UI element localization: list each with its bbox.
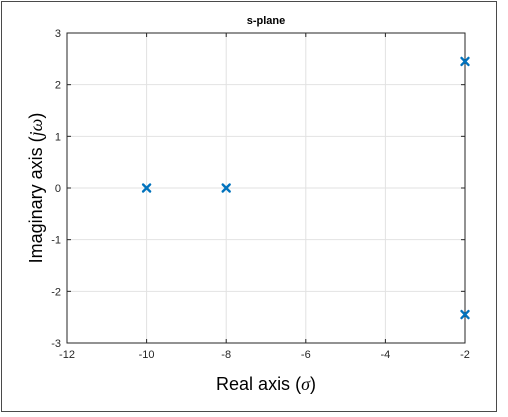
y-axis-label-suffix: ) xyxy=(26,113,46,119)
y-tick-label: 0 xyxy=(55,183,61,195)
pole-marker xyxy=(460,309,470,320)
y-tick-label: 2 xyxy=(55,80,61,92)
y-axis-label-prefix: Imaginary axis ( xyxy=(26,136,46,263)
axis-ticks xyxy=(66,32,466,344)
y-tick-label: 1 xyxy=(55,131,61,143)
y-axis-label-symbol: jω xyxy=(26,119,46,139)
y-tick-label: 3 xyxy=(55,28,61,40)
y-tick-label: -2 xyxy=(51,286,61,298)
y-tick-label: -3 xyxy=(51,338,61,350)
x-axis-label-symbol: σ xyxy=(301,374,311,394)
x-tick-label: -2 xyxy=(460,349,470,361)
y-tick-label: -1 xyxy=(51,235,61,247)
x-tick-label: -10 xyxy=(139,349,155,361)
pole-markers xyxy=(141,56,470,320)
pole-marker xyxy=(141,183,152,193)
y-axis-label: Imaginary axis (jω) xyxy=(26,113,46,264)
pole-marker xyxy=(221,183,231,193)
chart-title: s-plane xyxy=(247,15,286,27)
x-tick-label: -12 xyxy=(59,349,75,361)
x-tick-label: -6 xyxy=(301,349,311,361)
x-axis-label-suffix: ) xyxy=(310,374,316,394)
pole-marker xyxy=(460,56,470,67)
grid-lines xyxy=(67,33,465,343)
x-axis-label: Real axis (σ) xyxy=(216,374,316,394)
x-axis-label-prefix: Real axis ( xyxy=(216,374,301,394)
x-tick-label: -8 xyxy=(221,349,231,361)
x-tick-label: -4 xyxy=(381,349,391,361)
